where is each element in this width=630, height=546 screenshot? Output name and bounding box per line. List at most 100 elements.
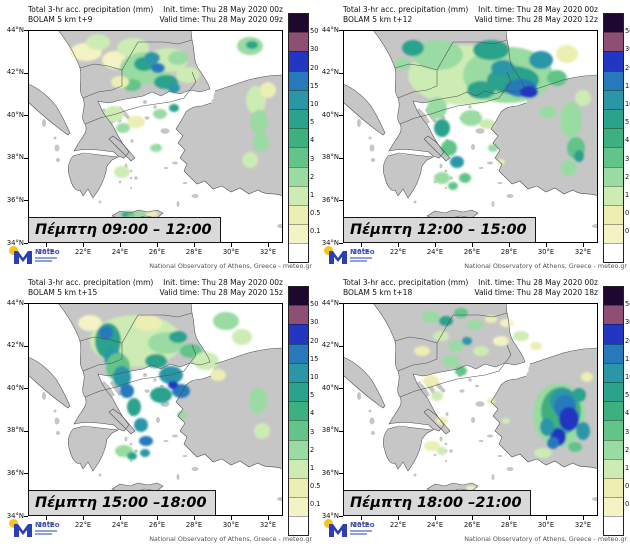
- panel-title: Total 3-hr acc. precipitation (mm) BOLAM…: [28, 278, 153, 298]
- colorbar-segment: [289, 14, 308, 33]
- lat-tick: [339, 430, 343, 432]
- lon-tick: [435, 516, 436, 520]
- precip-blob: [423, 375, 439, 387]
- colorbar-segment: [289, 185, 308, 205]
- colorbar-segment: [289, 32, 308, 52]
- colorbar-label: 1: [625, 464, 630, 472]
- precip-blob: [547, 437, 559, 449]
- precip-blob: [466, 486, 476, 490]
- lat-tick-label: 38°N: [321, 153, 339, 162]
- precip-blob: [459, 173, 471, 183]
- colorbar-label: 2: [310, 172, 315, 181]
- meteo-m-icon: [14, 524, 32, 537]
- lat-tick: [24, 72, 28, 74]
- precip-blob: [144, 52, 160, 64]
- lat-tick: [339, 303, 343, 304]
- lat-tick-label: 38°N: [321, 426, 339, 435]
- precip-blob: [414, 346, 430, 356]
- panel-times: Init. time: Thu 28 May 2020 00z Valid ti…: [159, 5, 283, 25]
- precip-blob: [146, 211, 158, 217]
- panel-title: Total 3-hr acc. precipitation (mm) BOLAM…: [28, 5, 153, 25]
- precipitation-map: [28, 30, 283, 243]
- lat-tick-label: 40°N: [321, 110, 339, 119]
- lon-tick: [194, 516, 195, 520]
- precipitation-map: [343, 30, 598, 243]
- lat-tick-label: 42°N: [6, 68, 24, 77]
- colorbar-segment: [604, 497, 623, 517]
- lon-tick-label: 24°E: [426, 521, 444, 529]
- colorbar-label: 1: [310, 191, 315, 199]
- logo-brand: Meteo: [350, 248, 375, 256]
- colorbar-label: 0.5: [310, 209, 321, 218]
- colorbar-label: 4: [310, 136, 315, 145]
- colorbar-label: 30: [310, 318, 319, 327]
- precip-blob: [413, 40, 463, 70]
- colorbar-segment: [604, 362, 623, 382]
- colorbar-label: 10: [310, 100, 319, 108]
- lon-tick-label: 22°E: [74, 248, 92, 256]
- precip-blob: [436, 417, 448, 425]
- colorbar-label: 3: [310, 427, 315, 436]
- lon-tick: [83, 243, 84, 247]
- precip-blob: [448, 182, 458, 190]
- colorbar: [603, 13, 624, 264]
- colorbar-segment: [289, 147, 308, 167]
- colorbar-segment: [289, 324, 308, 344]
- colorbar-segment: [289, 477, 308, 498]
- colorbar-segment: [604, 243, 623, 263]
- precip-blob: [169, 331, 187, 343]
- lat-tick: [339, 157, 343, 159]
- lon-tick-label: 26°E: [148, 248, 166, 256]
- lat-tick-label: 40°N: [6, 383, 24, 392]
- precip-blob: [493, 336, 509, 346]
- colorbar-label: 20: [310, 336, 319, 345]
- logo-tagline-bar: [35, 533, 52, 535]
- lat-tick: [24, 473, 28, 475]
- forecast-panel: Total 3-hr acc. precipitation (mm) BOLAM…: [315, 0, 630, 273]
- precip-blob: [450, 156, 464, 168]
- precipitation-map: [28, 303, 283, 516]
- lon-tick: [157, 516, 158, 520]
- colorbar-label: 3: [625, 154, 630, 163]
- colorbar-label: 1: [625, 191, 630, 199]
- lat-tick: [24, 30, 28, 31]
- colorbar-label: 15: [310, 81, 319, 90]
- valid-time: Valid time: Thu 28 May 2020 12z: [474, 15, 598, 24]
- colorbar-label: 4: [625, 136, 630, 145]
- colorbar-label: 5: [625, 391, 630, 400]
- colorbar-segment: [604, 128, 623, 148]
- lon-tick: [546, 516, 547, 520]
- forecast-panel: Total 3-hr acc. precipitation (mm) BOLAM…: [0, 273, 321, 546]
- lon-tick-label: 22°E: [389, 521, 407, 529]
- colorbar-label: 2: [625, 445, 630, 454]
- lon-tick: [231, 516, 232, 520]
- lat-tick: [339, 473, 343, 475]
- lat-tick: [24, 243, 28, 244]
- precip-blob: [441, 140, 457, 156]
- precip-blob: [134, 211, 146, 217]
- colorbar-segment: [289, 224, 308, 244]
- attribution-text: National Observatory of Athens, Greece -…: [464, 535, 627, 543]
- meteo-logo: Meteo: [6, 517, 68, 543]
- precip-blob: [574, 150, 584, 162]
- colorbar-segment: [289, 166, 308, 186]
- lon-tick: [361, 243, 362, 247]
- lat-tick: [24, 115, 28, 117]
- colorbar-segment: [289, 305, 308, 325]
- colorbar-segment: [604, 147, 623, 167]
- lon-tick: [398, 243, 399, 247]
- lat-tick: [339, 115, 343, 117]
- precip-blob: [530, 342, 542, 350]
- precip-blob: [140, 449, 150, 457]
- precip-blob: [193, 352, 219, 370]
- precip-blob: [86, 34, 110, 50]
- colorbar-label: 0.5: [625, 209, 630, 218]
- lat-tick-label: 34°N: [321, 238, 339, 247]
- colorbar-label: 0.1: [310, 227, 321, 236]
- colorbar: [603, 286, 624, 537]
- colorbar-label: 20: [625, 336, 630, 345]
- lon-tick: [120, 516, 121, 520]
- precip-blob: [462, 337, 472, 345]
- precip-blob: [434, 119, 450, 137]
